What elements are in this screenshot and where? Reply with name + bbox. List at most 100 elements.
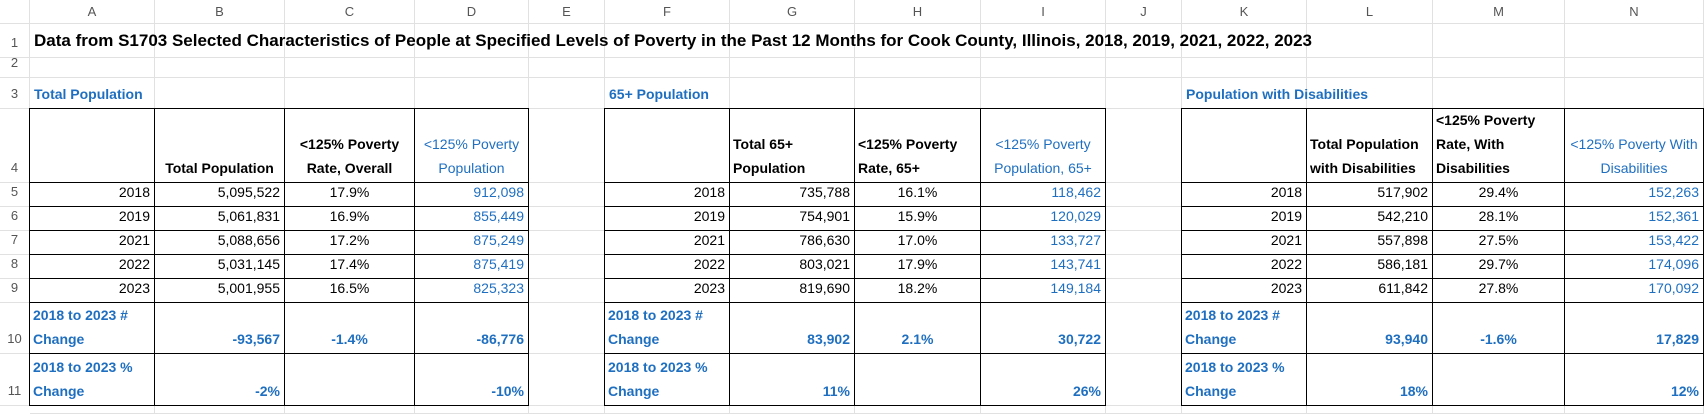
grid-cell: [1307, 406, 1433, 414]
change-value: 11%: [729, 353, 855, 406]
change-value: 93,940: [1306, 302, 1433, 354]
change-label: 2018 to 2023 % Change: [604, 353, 730, 406]
change-value: [1432, 353, 1565, 406]
grid-cell: [1106, 207, 1182, 231]
grid-cell: [1106, 406, 1182, 414]
year-cell: 2023: [29, 278, 155, 303]
change-value: 83,902: [729, 302, 855, 354]
grid-cell: [155, 24, 285, 58]
column-heading: <125% Poverty Population, 65+: [980, 108, 1106, 183]
grid-cell: [415, 24, 529, 58]
change-label: 2018 to 2023 # Change: [29, 302, 155, 354]
grid-cell: [1106, 303, 1182, 354]
value-cell: 825,323: [414, 278, 529, 303]
column-header: C: [285, 0, 415, 24]
column-heading: <125% Poverty With Disabilities: [1564, 108, 1704, 183]
row-number: 7: [0, 231, 30, 255]
change-label: 2018 to 2023 # Change: [604, 302, 730, 354]
grid-cell: [1565, 78, 1704, 109]
change-value: -1.4%: [284, 302, 415, 354]
grid-cell: [285, 58, 415, 78]
grid-cell: [1106, 231, 1182, 255]
column-header: A: [30, 0, 155, 24]
grid-cell: [855, 24, 981, 58]
change-value: 12%: [1564, 353, 1704, 406]
grid-cell: [529, 231, 605, 255]
grid-cell: [730, 24, 855, 58]
header-cell: [604, 108, 730, 183]
year-cell: 2023: [1181, 278, 1307, 303]
grid-cell: [1106, 354, 1182, 406]
column-header: E: [529, 0, 605, 24]
row-number: 11: [0, 354, 30, 406]
column-header: G: [730, 0, 855, 24]
value-cell: 149,184: [980, 278, 1106, 303]
grid-cell: [285, 24, 415, 58]
grid-cell: [1106, 58, 1182, 78]
change-value: -1.6%: [1432, 302, 1565, 354]
grid-cell: [981, 24, 1106, 58]
grid-cell: [529, 354, 605, 406]
column-header: L: [1307, 0, 1433, 24]
grid-cell: [605, 406, 730, 414]
column-heading: <125% Poverty Rate, Overall: [284, 108, 415, 183]
row-number: 9: [0, 279, 30, 303]
column-header: I: [981, 0, 1106, 24]
grid-cell: [981, 58, 1106, 78]
value-cell: 18.2%: [854, 278, 981, 303]
grid-cell: [1565, 24, 1704, 58]
change-value: -86,776: [414, 302, 529, 354]
sheet-title: Data from S1703 Selected Characteristics…: [34, 31, 1313, 50]
grid-cell: [1307, 24, 1433, 58]
grid-cell: [605, 58, 730, 78]
grid-cell: [1182, 406, 1307, 414]
change-value: 26%: [980, 353, 1106, 406]
change-value: 2.1%: [854, 302, 981, 354]
column-header: J: [1106, 0, 1182, 24]
grid-cell: [1106, 183, 1182, 207]
column-header: N: [1565, 0, 1704, 24]
grid-cell: [730, 58, 855, 78]
grid-cell: [529, 24, 605, 58]
grid-cell: [529, 78, 605, 109]
change-value: 30,722: [980, 302, 1106, 354]
grid-cell: [30, 406, 155, 414]
column-heading: <125% Poverty Population: [414, 108, 529, 183]
grid-cell: [855, 58, 981, 78]
grid-cell: [1433, 58, 1565, 78]
column-header: D: [415, 0, 529, 24]
grid-cell: [1565, 406, 1704, 414]
column-heading: Total Population with Disabilities: [1306, 108, 1433, 183]
header-cell: [29, 108, 155, 183]
header-cell: [1181, 108, 1307, 183]
grid-cell: [155, 406, 285, 414]
change-value: [284, 353, 415, 406]
value-cell: 27.8%: [1432, 278, 1565, 303]
grid-cell: [529, 303, 605, 354]
grid-cell: [529, 109, 605, 183]
grid-cell: [529, 207, 605, 231]
grid-cell: [1106, 24, 1182, 58]
grid-cell: [415, 58, 529, 78]
column-heading: <125% Poverty Rate, 65+: [854, 108, 981, 183]
change-value: [854, 353, 981, 406]
value-cell: 170,092: [1564, 278, 1704, 303]
section-title: Population with Disabilities: [1186, 85, 1369, 102]
row-number: 8: [0, 255, 30, 279]
grid-cell: [529, 255, 605, 279]
grid-cell: [1182, 58, 1307, 78]
value-cell: 5,001,955: [154, 278, 285, 303]
grid-cell: [981, 406, 1106, 414]
change-label: 2018 to 2023 # Change: [1181, 302, 1307, 354]
row-number: 4: [0, 109, 30, 183]
column-heading: Total Population: [154, 108, 285, 183]
grid-cell: [529, 183, 605, 207]
grid-cell: [1307, 58, 1433, 78]
change-value: 17,829: [1564, 302, 1704, 354]
column-heading: Total 65+ Population: [729, 108, 855, 183]
grid-cell: [855, 406, 981, 414]
change-label: 2018 to 2023 % Change: [1181, 353, 1307, 406]
section-title: 65+ Population: [609, 85, 709, 102]
column-heading: <125% Poverty Rate, With Disabilities: [1432, 108, 1565, 183]
